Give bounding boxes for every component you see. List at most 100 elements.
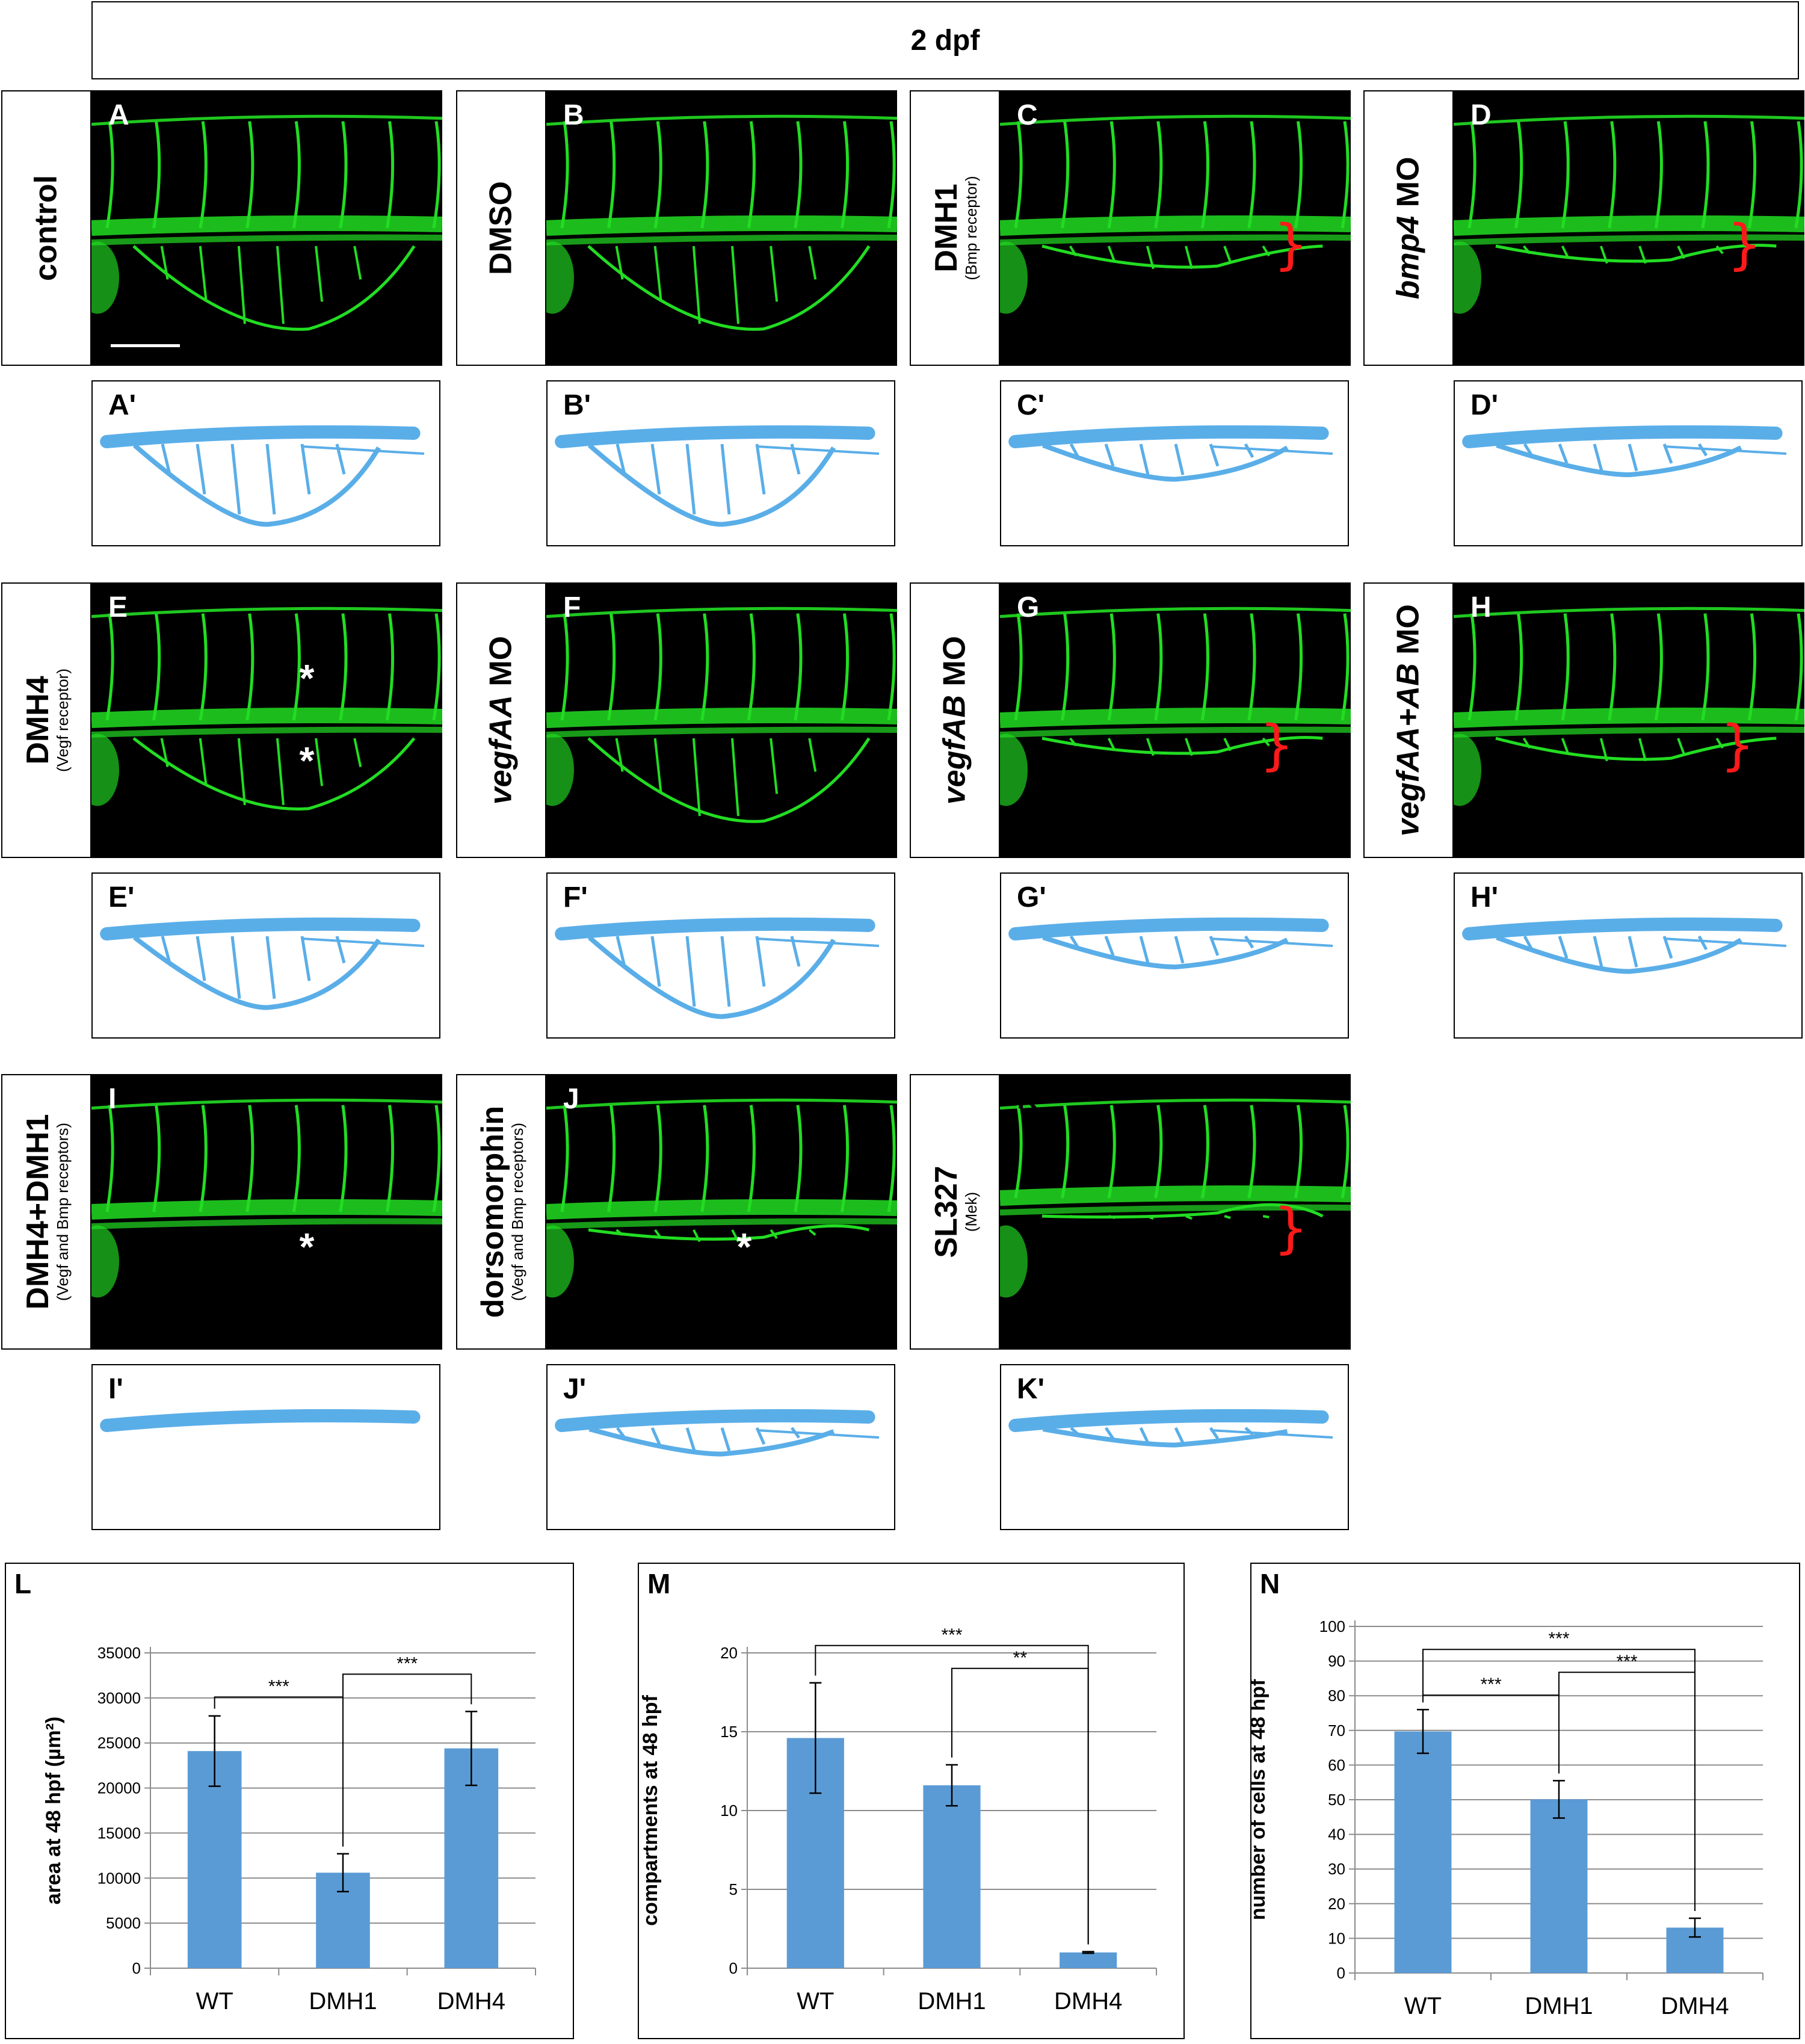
condition-name: DMH4 — [20, 676, 56, 765]
micrograph-b: B — [546, 90, 897, 366]
panel-letter-prime: D' — [1470, 389, 1499, 421]
vessel-tracing-drawing — [1008, 917, 1333, 970]
y-tick-label: 30000 — [97, 1689, 141, 1707]
x-tick-label: DMH1 — [918, 1988, 986, 2015]
panel-letter: D — [1470, 99, 1492, 131]
condition-label-text: DMH4+DMH1 (Vegf and Bmp receptors) — [20, 1114, 72, 1309]
y-axis-label: area at 48 hpf (µm²) — [42, 1717, 65, 1904]
chart-panel-letter: M — [647, 1568, 671, 1599]
condition-label-text: DMH4 (Vegf receptor) — [20, 668, 72, 772]
panel-letter-prime: C' — [1017, 389, 1045, 421]
bar-dmh1 — [1530, 1799, 1588, 1973]
condition-target: (Mek) — [961, 1191, 980, 1232]
vessel-tracing-drawing — [1008, 425, 1333, 482]
panel-letter: F — [563, 591, 581, 623]
condition-target: (Vegf and Bmp receptors) — [53, 1122, 72, 1301]
micrograph-image — [91, 114, 442, 331]
y-axis-label: compartments at 48 hpf — [639, 1695, 662, 1926]
panel-letter-prime: G' — [1017, 882, 1046, 913]
condition-label-h: vegfAA+AB MO — [1363, 582, 1454, 858]
y-tick-label: 20 — [720, 1644, 738, 1662]
condition-name: DMH1 — [929, 184, 964, 273]
y-tick-label: 100 — [1319, 1617, 1345, 1635]
panel-letter-prime: E' — [108, 882, 135, 913]
x-tick-label: DMH4 — [437, 1988, 505, 2015]
significance-label: ** — [1013, 1648, 1028, 1668]
condition-label-text: vegfAA+AB MO — [1390, 604, 1426, 836]
panel-letter-prime: H' — [1470, 882, 1499, 913]
y-tick-label: 0 — [132, 1959, 141, 1977]
chart-plot: 0 5000 10000 15000 20000 25000 30000 35000 WT DMH… — [42, 1644, 536, 2015]
y-tick-label: 25000 — [97, 1734, 141, 1752]
y-tick-label: 70 — [1328, 1721, 1345, 1740]
error-bar — [809, 1682, 822, 1794]
vessel-tracing-drawing — [1462, 917, 1787, 974]
y-tick-label: 20000 — [97, 1779, 141, 1797]
error-bar — [1689, 1917, 1701, 1938]
asterisk-marker: * — [299, 738, 315, 782]
x-tick-label: WT — [1404, 1993, 1442, 2019]
significance-label: *** — [1548, 1629, 1569, 1649]
chart-plot: 0 10 20 30 40 50 60 70 80 90 100 WT DMH1 DMH4 *** *** **… — [1251, 1617, 1763, 2019]
significance-label: *** — [1480, 1675, 1501, 1694]
y-axis-label: number of cells at 48 hpf — [1251, 1679, 1270, 1920]
y-tick-label: 0 — [729, 1959, 738, 1977]
y-tick-label: 40 — [1328, 1826, 1345, 1844]
vessel-tracing-drawing — [100, 1409, 421, 1432]
micrograph-image — [546, 114, 897, 331]
significance-label: *** — [268, 1676, 289, 1696]
y-tick-label: 5000 — [106, 1914, 141, 1932]
micrograph-image — [91, 607, 442, 810]
condition-name: SL327 — [929, 1166, 964, 1258]
micrograph-h: H} — [1454, 582, 1804, 858]
significance-bracket: *** — [342, 1653, 472, 1847]
micrograph-image — [1000, 114, 1351, 314]
micrograph-j: J * — [546, 1074, 897, 1350]
y-tick-label: 10 — [720, 1802, 738, 1820]
vessel-tracing-h: H' — [1454, 872, 1803, 1039]
significance-label: *** — [941, 1625, 962, 1645]
condition-name: vegfAA+AB MO — [1390, 604, 1426, 836]
asterisk-marker: * — [299, 1224, 315, 1268]
condition-label-i: DMH4+DMH1 (Vegf and Bmp receptors) — [1, 1074, 91, 1350]
condition-name: control — [28, 174, 64, 282]
condition-name: bmp4 MO — [1390, 156, 1426, 300]
significance-bracket: ** — [951, 1648, 1089, 1945]
condition-label-e: DMH4 (Vegf receptor) — [1, 582, 91, 858]
header-text: 2 dpf — [910, 24, 980, 57]
condition-label-text: vegfAB MO — [937, 636, 972, 804]
red-brace-marker: } — [1273, 1196, 1308, 1260]
x-tick-label: DMH1 — [309, 1988, 377, 2015]
condition-label-a: control — [1, 90, 91, 366]
panel-letter-prime: J' — [563, 1373, 587, 1405]
micrograph-c: C} — [1000, 90, 1351, 366]
x-tick-label: DMH1 — [1525, 1993, 1593, 2019]
error-bar — [337, 1853, 349, 1892]
panel-letter: E — [108, 591, 128, 623]
condition-label-text: dorsomorphin (Vegf and Bmp receptors) — [475, 1106, 526, 1318]
panel-letter-prime: I' — [108, 1373, 123, 1405]
vessel-tracing-b: B' — [546, 380, 895, 546]
vessel-tracing-j: J' — [546, 1364, 895, 1530]
condition-label-c: DMH1 (Bmp receptor) — [910, 90, 1000, 366]
y-tick-label: 0 — [1337, 1964, 1345, 1982]
micrograph-k: K} — [1000, 1074, 1351, 1350]
figure-header: 2 dpf — [91, 1, 1799, 79]
bar-dmh1 — [923, 1785, 981, 1968]
red-brace-marker: } — [1273, 212, 1308, 276]
condition-label-text: control — [28, 174, 64, 282]
asterisk-marker: * — [736, 1224, 752, 1268]
red-brace-marker: } — [1259, 713, 1294, 777]
bar-chart-l: L 0 5000 10000 15000 20000 25000 30000 35000 WT DM… — [5, 1563, 574, 2039]
vessel-tracing-drawing — [555, 917, 880, 1019]
micrograph-image — [1454, 114, 1804, 314]
condition-target: (Vegf receptor) — [53, 668, 72, 772]
micrograph-a: A — [91, 90, 442, 366]
scale-bar — [111, 344, 180, 347]
vessel-tracing-drawing — [100, 425, 425, 527]
asterisk-marker: * — [299, 656, 315, 700]
condition-target: (Bmp receptor) — [961, 176, 980, 280]
vessel-tracing-f: F' — [546, 872, 895, 1039]
vessel-tracing-drawing — [100, 917, 425, 1010]
